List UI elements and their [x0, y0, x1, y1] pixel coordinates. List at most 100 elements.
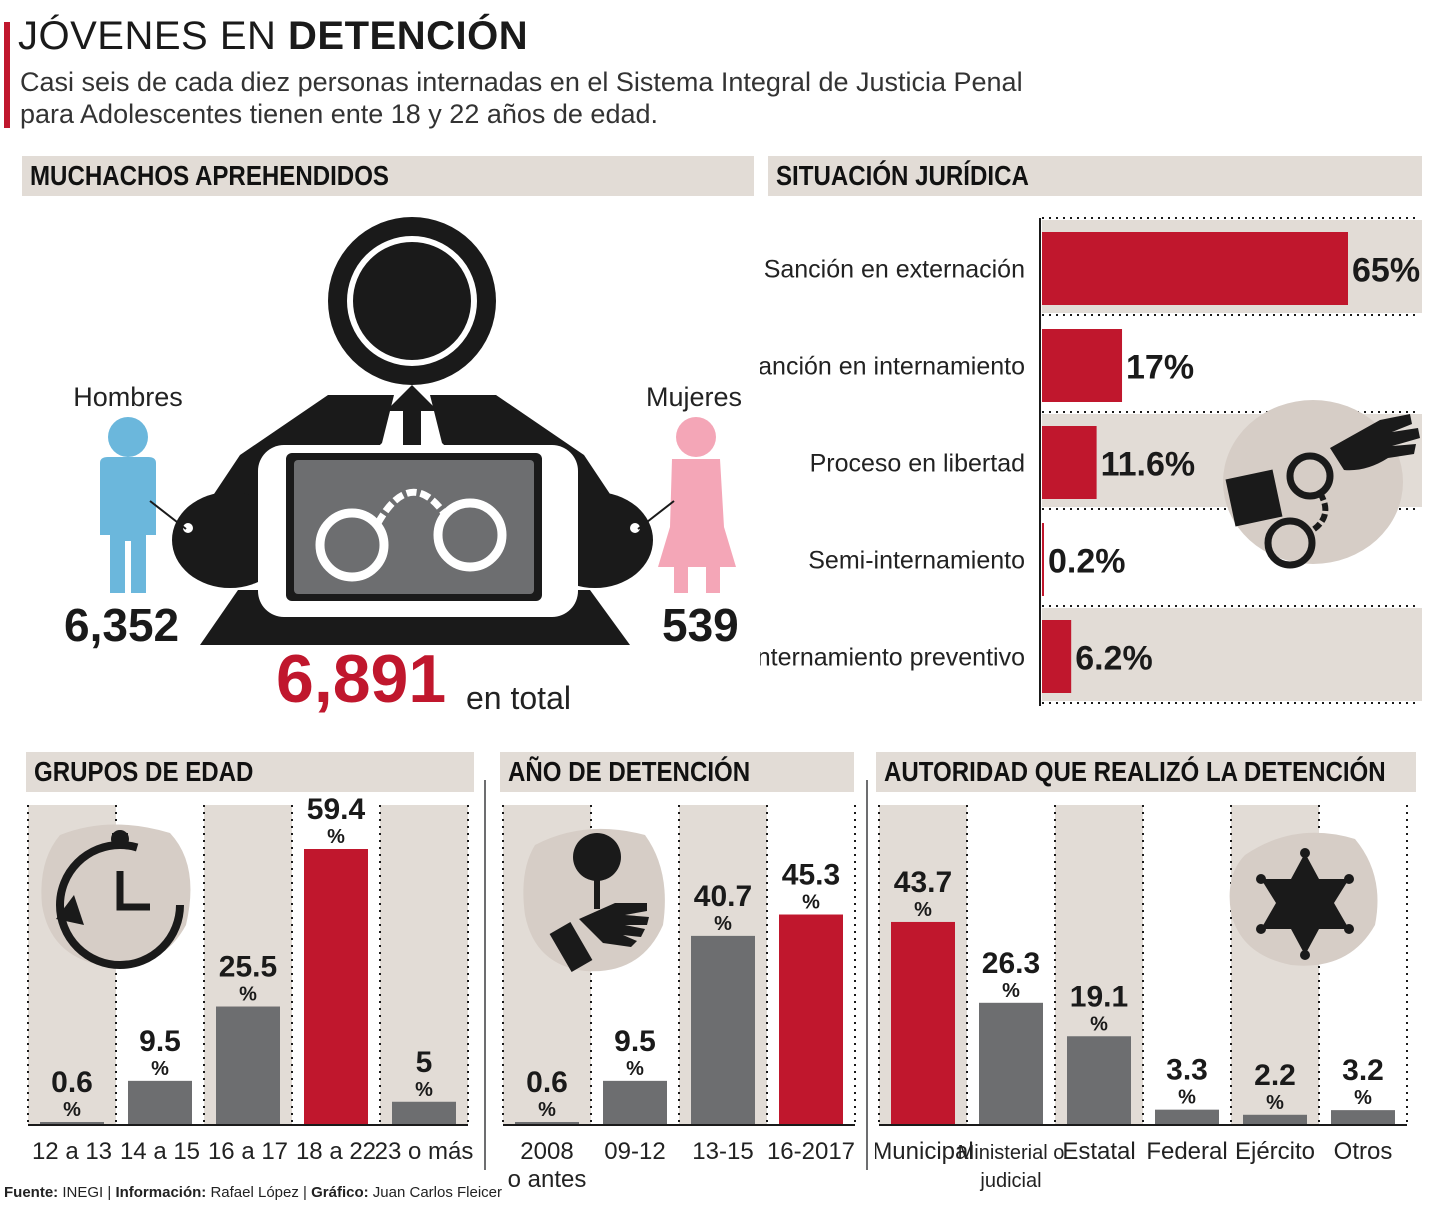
anio-category-label: 2008	[520, 1138, 573, 1165]
anio-value-label: 40.7	[694, 880, 752, 913]
edad-category-label: 18 a 22	[296, 1138, 376, 1165]
info-value: Rafael López	[210, 1184, 299, 1201]
info-label: Información:	[115, 1184, 207, 1201]
divider-2	[866, 780, 868, 1170]
edad-value-label: 0.6	[51, 1066, 93, 1099]
edad-value-label: 5	[416, 1046, 433, 1079]
autoridad-unit-label: %	[914, 899, 932, 921]
autoridad-bar-municipal	[891, 921, 955, 1125]
page-subtitle: Casi seis de cada diez personas internad…	[20, 67, 1023, 129]
edad-bar-23-o-mas	[392, 1101, 456, 1125]
situacion-category-label: Sanción en internamiento	[760, 353, 1025, 381]
fuente-value: INEGI	[62, 1184, 104, 1201]
edad-unit-label: %	[63, 1099, 81, 1121]
autoridad-bar-ministerial-o-judicial	[979, 1002, 1043, 1125]
anio-value-label: 0.6	[526, 1066, 568, 1099]
handcuff-hand-icon	[1223, 400, 1420, 569]
title-accent-bar	[4, 22, 10, 128]
mujeres-value: 539	[662, 599, 739, 651]
hombres-value: 6,352	[64, 599, 180, 651]
grafico-value: Juan Carlos Fleicer	[372, 1184, 503, 1201]
edad-category-label: 14 a 15	[120, 1138, 200, 1165]
aprehendidos-illustration	[100, 217, 736, 645]
header-situacion-juridica: SITUACIÓN JURÍDICA	[768, 156, 1422, 196]
autoridad-bar-estatal	[1067, 1036, 1131, 1125]
situacion-value-label: 0.2%	[1048, 543, 1126, 581]
autoridad-category-label: judicial	[979, 1170, 1041, 1192]
anio-unit-label: %	[714, 913, 732, 935]
anio-unit-label: %	[626, 1058, 644, 1080]
anio-bar-2008-o-antes	[515, 1122, 579, 1125]
situacion-row-bg	[1042, 608, 1422, 701]
total-value: 6,891	[276, 641, 447, 717]
page-title: JÓVENES EN DETENCIÓN	[18, 14, 528, 59]
autoridad-unit-label: %	[1178, 1087, 1196, 1109]
edad-bar-16-a-17	[216, 1006, 280, 1125]
edad-col-bg	[380, 805, 468, 1125]
header-grupos-edad-text: GRUPOS DE EDAD	[34, 756, 254, 787]
situacion-bar-proceso-en-libertad	[1042, 426, 1097, 499]
header-autoridad: AUTORIDAD QUE REALIZÓ LA DETENCIÓN	[876, 752, 1416, 792]
situacion-value-label: 65%	[1352, 252, 1420, 290]
edad-unit-label: %	[239, 984, 257, 1006]
edad-bar-18-a-22	[304, 849, 368, 1125]
anio-category-label: o antes	[508, 1166, 587, 1193]
anio-unit-label: %	[538, 1099, 556, 1121]
header-situacion-juridica-text: SITUACIÓN JURÍDICA	[776, 160, 1029, 191]
autoridad-category-label: Ejército	[1235, 1138, 1315, 1165]
header-anio-detencion: AÑO DE DETENCIÓN	[500, 752, 854, 792]
title-light: JÓVENES EN	[18, 14, 277, 58]
anio-category-label: 16-2017	[767, 1138, 855, 1165]
autoridad-value-label: 3.3	[1166, 1054, 1208, 1087]
edad-unit-label: %	[151, 1058, 169, 1080]
situacion-value-label: 11.6%	[1101, 446, 1196, 484]
edad-unit-label: %	[415, 1079, 433, 1101]
anio-category-label: 13-15	[692, 1138, 753, 1165]
autoridad-value-label: 43.7	[894, 866, 952, 899]
autoridad-value-label: 3.2	[1342, 1054, 1384, 1087]
situacion-category-label: Semi-internamiento	[808, 547, 1025, 575]
anio-bar-13-15	[691, 935, 755, 1125]
autoridad-category-label: Estatal	[1062, 1138, 1135, 1165]
handcuffs-icon	[315, 488, 507, 582]
total-label: en total	[466, 680, 571, 716]
autoridad-chart: 43.7% Municipal 26.3% Ministerial o judicial…	[875, 805, 1408, 1192]
anio-value-label: 45.3	[782, 859, 840, 892]
anio-bar-09-12	[603, 1080, 667, 1125]
autoridad-value-label: 26.3	[982, 947, 1040, 980]
detained-person-icon	[172, 217, 653, 645]
title-bold: DETENCIÓN	[288, 14, 529, 58]
situacion-value-label: 17%	[1126, 349, 1194, 387]
footer: Fuente: INEGI | Información: Rafael Lópe…	[4, 1184, 502, 1201]
situacion-bar-internamiento-preventivo	[1042, 620, 1072, 693]
anio-value-label: 9.5	[614, 1025, 656, 1058]
autoridad-category-label: Municipal	[875, 1138, 974, 1165]
edad-category-label: 23 o más	[375, 1138, 474, 1165]
edad-bar-14-a-15	[128, 1080, 192, 1125]
situacion-bar-sancion-en-internamiento	[1042, 329, 1123, 402]
footer-sep-1: |	[107, 1184, 112, 1201]
header-autoridad-text: AUTORIDAD QUE REALIZÓ LA DETENCIÓN	[884, 756, 1386, 787]
anio-bar-16-2017	[779, 914, 843, 1125]
edad-value-label: 59.4	[307, 795, 366, 826]
woman-icon	[658, 417, 736, 593]
situacion-value-label: 6.2%	[1075, 640, 1153, 678]
autoridad-bar-otros	[1331, 1110, 1395, 1125]
autoridad-category-label: Federal	[1146, 1138, 1227, 1165]
sheriff-star-icon	[1229, 832, 1378, 966]
edad-value-label: 9.5	[139, 1025, 181, 1058]
edad-bar-12-a-13	[40, 1122, 104, 1125]
divider-1	[484, 780, 486, 1170]
autoridad-unit-label: %	[1002, 980, 1020, 1002]
autoridad-category-label: Otros	[1334, 1138, 1393, 1165]
edad-unit-label: %	[327, 826, 345, 848]
mujeres-label: Mujeres	[645, 382, 743, 412]
autoridad-bar-federal	[1155, 1109, 1219, 1125]
autoridad-unit-label: %	[1090, 1013, 1108, 1035]
header-grupos-edad: GRUPOS DE EDAD	[26, 752, 474, 792]
autoridad-unit-label: %	[1354, 1087, 1372, 1109]
stopwatch-icon	[41, 824, 191, 969]
autoridad-bar-ejercito	[1243, 1114, 1307, 1125]
autoridad-value-label: 2.2	[1254, 1059, 1296, 1092]
